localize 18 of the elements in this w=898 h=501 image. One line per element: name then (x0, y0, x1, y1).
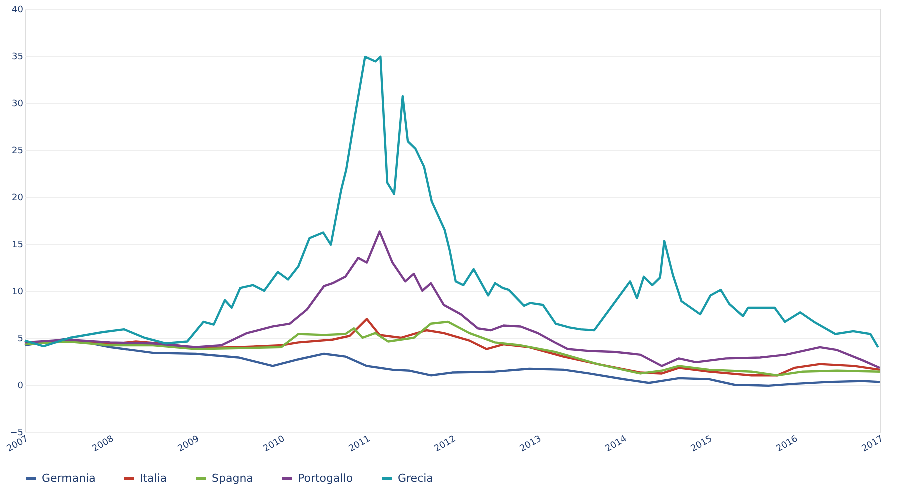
legend-label: Portogallo (298, 472, 354, 485)
line-series (24, 56, 880, 348)
y-tick-label: 10 (12, 288, 24, 298)
y-tick-label: −5 (10, 428, 24, 438)
legend-label: Germania (42, 472, 96, 485)
line-series (24, 338, 882, 388)
y-tick-label: 15 (12, 240, 24, 250)
y-tick-label: 35 (12, 52, 24, 62)
y-tick-label: 20 (12, 194, 24, 204)
line-series (24, 230, 882, 370)
y-tick-label: 30 (12, 100, 24, 110)
legend-label: Spagna (212, 472, 254, 485)
legend-label: Italia (140, 472, 168, 485)
y-tick-label: 0 (18, 382, 24, 392)
legend-label: Grecia (398, 472, 434, 485)
y-tick-label: 5 (18, 334, 24, 344)
y-tick-label: 25 (12, 146, 24, 156)
y-tick-label: 40 (12, 6, 24, 16)
